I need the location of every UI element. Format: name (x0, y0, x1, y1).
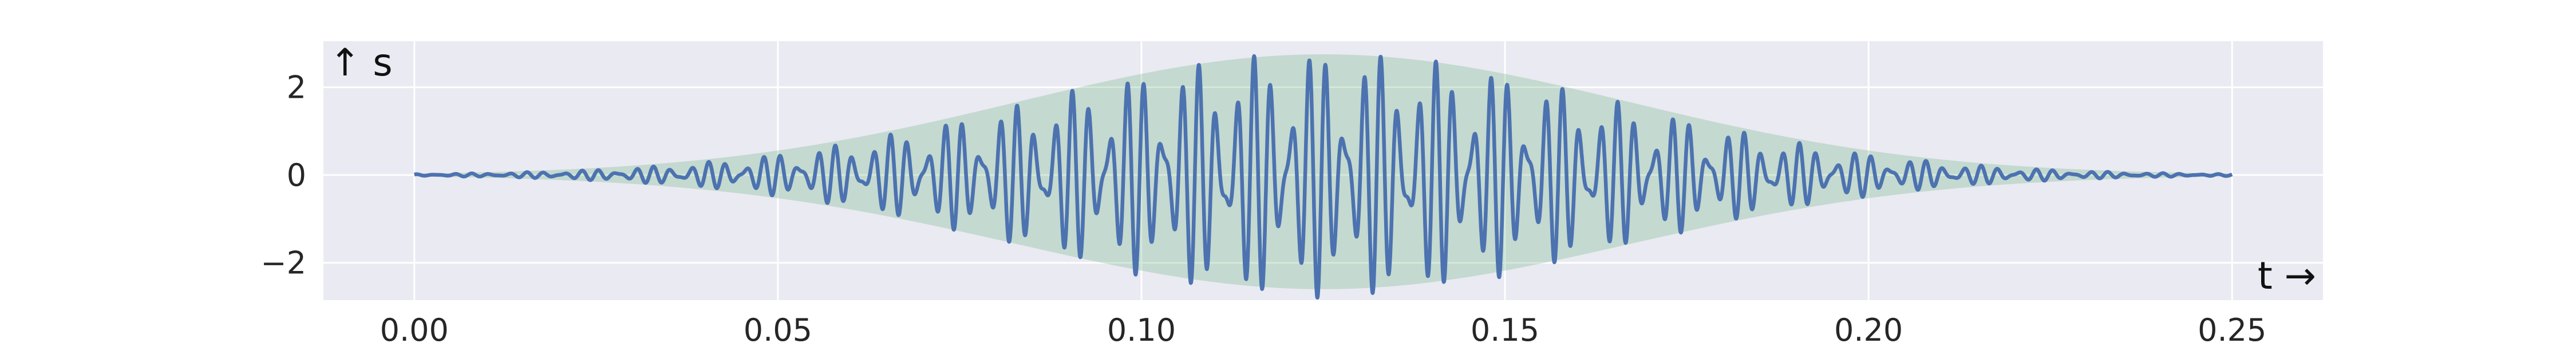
x-tick-label: 0.15 (1471, 312, 1539, 343)
x-tick-label: 0.10 (1107, 312, 1176, 343)
x-tick-label: 0.05 (744, 312, 812, 343)
x-tick-label: 0.00 (380, 312, 449, 343)
y-axis-label: ↑ s (329, 41, 393, 85)
x-axis-label: t → (2258, 254, 2316, 298)
x-tick-label: 0.25 (2198, 312, 2266, 343)
y-tick-labels: −2 0 2 (260, 70, 306, 281)
x-tick-label: 0.20 (1834, 312, 1903, 343)
y-tick-label: −2 (260, 245, 306, 281)
y-tick-label: 0 (287, 157, 306, 193)
signal-line (413, 54, 2234, 300)
y-tick-label: 2 (287, 70, 306, 106)
x-tick-labels: 0.00 0.05 0.10 0.15 0.20 0.25 (380, 312, 2267, 343)
signal-line-layer (413, 54, 2234, 300)
